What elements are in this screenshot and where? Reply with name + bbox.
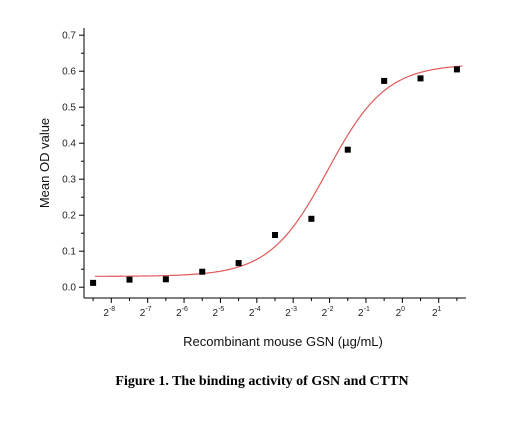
data-point <box>126 276 133 283</box>
data-point <box>235 260 242 267</box>
data-point <box>199 268 206 275</box>
y-axis-label: Mean OD value <box>37 118 52 208</box>
data-point <box>453 66 460 73</box>
x-tick-label: 2-8 <box>103 306 115 319</box>
y-tick-label: 0.0 <box>62 283 76 294</box>
x-tick-label: 21 <box>432 306 442 319</box>
x-tick-label: 2-4 <box>249 306 261 319</box>
data-point <box>90 279 97 286</box>
x-axis-label: Recombinant mouse GSN (µg/mL) <box>183 334 383 349</box>
x-ticks: 2-8 2-7 2-6 2-5 2-4 2-3 2-2 2-1 20 21 <box>92 298 458 319</box>
x-tick-label: 2-6 <box>176 306 188 319</box>
data-point <box>272 232 278 238</box>
x-tick-label: 2-7 <box>140 306 152 319</box>
figure-caption: Figure 1. The binding activity of GSN an… <box>115 374 409 389</box>
y-ticks: 0.0 0.1 0.2 0.3 0.4 0.5 0.6 0.7 <box>62 31 84 294</box>
data-point <box>308 215 315 222</box>
y-tick-label: 0.2 <box>62 211 76 222</box>
y-tick-label: 0.4 <box>62 139 76 150</box>
chart-figure: 0.0 0.1 0.2 0.3 0.4 0.5 0.6 0.7 2-8 2-7 2-6 2-5 2-4… <box>37 28 466 349</box>
data-point <box>381 77 388 84</box>
x-tick-label: 2-2 <box>322 306 334 319</box>
y-tick-label: 0.1 <box>62 247 76 258</box>
x-tick-label: 2-1 <box>358 306 370 319</box>
x-tick-label: 20 <box>396 306 406 319</box>
plot-area <box>90 65 463 286</box>
data-point <box>162 276 169 283</box>
y-tick-label: 0.7 <box>62 31 76 42</box>
y-tick-label: 0.6 <box>62 67 76 78</box>
x-tick-label: 2-3 <box>285 306 297 319</box>
x-tick-label: 2-5 <box>213 306 225 319</box>
fit-curve <box>94 65 463 277</box>
data-point <box>344 146 351 153</box>
y-tick-label: 0.5 <box>62 103 76 114</box>
y-tick-label: 0.3 <box>62 175 76 186</box>
data-point <box>417 75 424 82</box>
